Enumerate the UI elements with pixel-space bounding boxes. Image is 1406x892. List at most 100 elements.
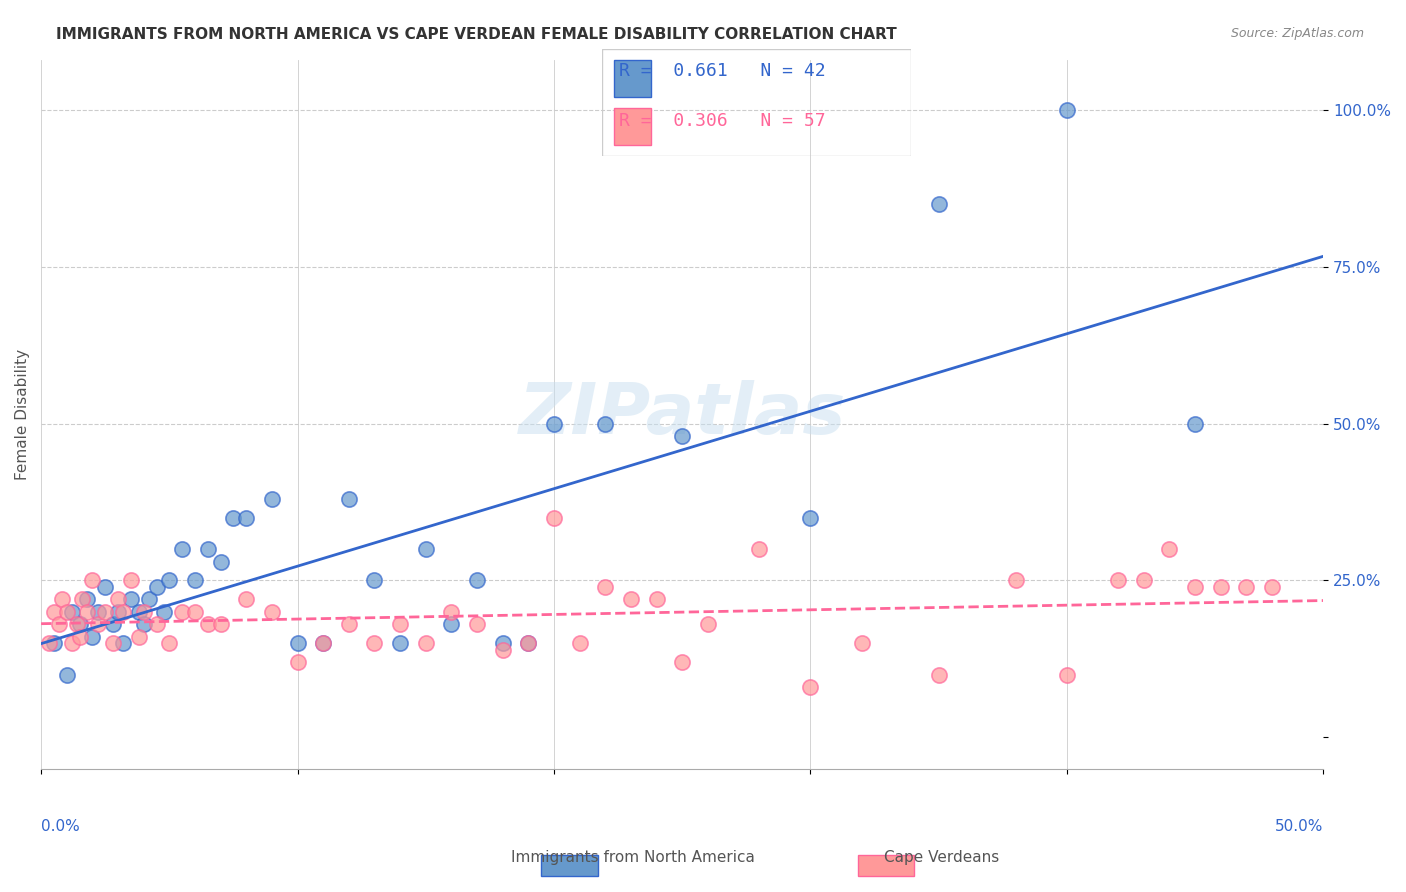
Text: 0.0%: 0.0% [41, 819, 80, 834]
Point [465, 574, 488, 588]
Point [260, 491, 283, 506]
Point [69, 630, 91, 644]
Text: R =  0.306   N = 57: R = 0.306 N = 57 [619, 112, 825, 129]
Point [337, 491, 360, 506]
Point [209, 617, 232, 632]
Point [76, 592, 98, 607]
Point [1184, 580, 1206, 594]
Text: Source: ZipAtlas.com: Source: ZipAtlas.com [1230, 27, 1364, 40]
Point [928, 667, 950, 681]
Point [363, 636, 385, 650]
Point [120, 574, 142, 588]
Point [260, 605, 283, 619]
Point [55, 667, 77, 681]
Bar [541, 855, 598, 876]
Point [1234, 580, 1257, 594]
Point [184, 574, 207, 588]
Point [107, 605, 129, 619]
Point [363, 574, 385, 588]
Point [112, 636, 135, 650]
Text: ZIPatlas: ZIPatlas [519, 380, 846, 449]
Point [1004, 574, 1026, 588]
Point [222, 510, 245, 524]
Point [312, 636, 335, 650]
Point [1056, 667, 1078, 681]
Point [1056, 103, 1078, 117]
Point [287, 636, 309, 650]
Point [153, 605, 176, 619]
Point [197, 542, 219, 557]
Point [1209, 580, 1232, 594]
Point [389, 636, 412, 650]
Point [60, 636, 83, 650]
Point [440, 605, 463, 619]
Point [66, 617, 89, 632]
Point [51, 592, 73, 607]
Point [337, 617, 360, 632]
Point [799, 510, 821, 524]
Point [48, 617, 70, 632]
Point [76, 605, 98, 619]
Point [145, 580, 167, 594]
Point [928, 197, 950, 211]
Text: 50.0%: 50.0% [1275, 819, 1323, 834]
Point [593, 580, 616, 594]
Point [389, 617, 412, 632]
Point [593, 417, 616, 431]
Point [517, 636, 540, 650]
Point [128, 630, 150, 644]
Point [696, 617, 718, 632]
Point [1261, 580, 1284, 594]
Point [132, 617, 155, 632]
Point [101, 617, 124, 632]
Point [851, 636, 873, 650]
Point [1132, 574, 1154, 588]
Point [440, 617, 463, 632]
Point [492, 636, 515, 650]
Point [543, 510, 565, 524]
Point [42, 636, 65, 650]
Point [157, 574, 180, 588]
Point [172, 542, 194, 557]
Point [1107, 574, 1129, 588]
Point [86, 605, 108, 619]
Text: Immigrants from North America: Immigrants from North America [510, 850, 755, 865]
Point [620, 592, 643, 607]
Bar [614, 108, 651, 145]
Point [60, 605, 83, 619]
Point [107, 592, 129, 607]
Point [94, 605, 117, 619]
Point [671, 429, 693, 443]
Point [38, 636, 60, 650]
Point [70, 592, 93, 607]
Point [209, 555, 232, 569]
Point [132, 605, 155, 619]
Point [42, 605, 65, 619]
Point [101, 636, 124, 650]
Point [235, 592, 257, 607]
Point [184, 605, 207, 619]
Point [55, 605, 77, 619]
Bar [858, 855, 914, 876]
Point [568, 636, 591, 650]
Point [415, 542, 437, 557]
Point [671, 655, 693, 669]
Point [645, 592, 668, 607]
Point [197, 617, 219, 632]
Text: R =  0.661   N = 42: R = 0.661 N = 42 [619, 62, 825, 80]
Point [157, 636, 180, 650]
Point [145, 617, 167, 632]
Y-axis label: Female Disability: Female Disability [15, 349, 30, 480]
Point [86, 617, 108, 632]
Bar [614, 60, 651, 97]
Point [312, 636, 335, 650]
Point [748, 542, 770, 557]
Point [112, 605, 135, 619]
Point [82, 630, 104, 644]
Point [287, 655, 309, 669]
Point [517, 636, 540, 650]
Point [465, 617, 488, 632]
Text: IMMIGRANTS FROM NORTH AMERICA VS CAPE VERDEAN FEMALE DISABILITY CORRELATION CHAR: IMMIGRANTS FROM NORTH AMERICA VS CAPE VE… [56, 27, 897, 42]
Point [415, 636, 437, 650]
Point [82, 574, 104, 588]
